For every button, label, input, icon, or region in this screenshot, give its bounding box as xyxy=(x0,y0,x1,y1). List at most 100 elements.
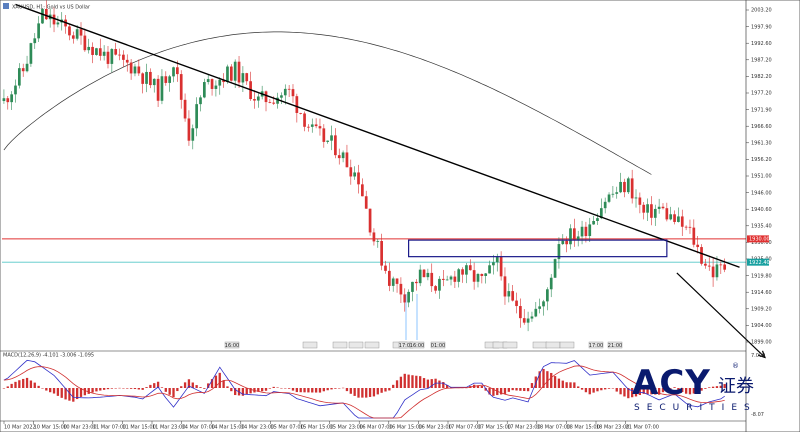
candle-1 xyxy=(6,95,10,110)
candle-18 xyxy=(71,31,75,44)
macd-axis-top: 7.009 xyxy=(751,353,765,359)
macd-hist-129 xyxy=(499,388,503,395)
time-tag-box-0 xyxy=(224,341,240,349)
macd-hist-87 xyxy=(338,388,341,389)
macd-hist-0 xyxy=(2,388,6,389)
candle-body xyxy=(2,98,6,101)
price-tick-label-13: 1935.40 xyxy=(751,224,772,230)
macd-hist-42 xyxy=(164,388,167,392)
macd-hist-30 xyxy=(118,387,121,389)
macd-hist-106 xyxy=(411,375,414,388)
time-tick-label-10: 15 Mar 15:00 xyxy=(300,425,333,431)
macd-hist-86 xyxy=(334,388,337,389)
candle-69 xyxy=(268,98,272,104)
candle-body xyxy=(546,289,549,302)
candle-48 xyxy=(187,110,191,146)
candle-body xyxy=(599,208,603,219)
candle-99 xyxy=(384,260,387,274)
candle-body xyxy=(71,35,75,39)
candle-148 xyxy=(572,218,576,247)
candle-body xyxy=(542,301,545,307)
candle-body xyxy=(642,204,646,213)
candle-37 xyxy=(145,63,148,93)
macd-hist-13 xyxy=(52,388,56,394)
candle-31 xyxy=(122,50,125,67)
time-tick-label-12: 16 Mar 07:00 xyxy=(359,425,392,431)
candle-body xyxy=(91,46,94,55)
macd-hist-24 xyxy=(95,388,98,392)
macd-hist-177 xyxy=(684,388,688,394)
logo-registered-mark: ® xyxy=(732,362,739,370)
candle-151 xyxy=(584,221,588,243)
candle-body xyxy=(661,206,665,209)
macd-hist-25 xyxy=(99,388,102,391)
macd-hist-15 xyxy=(60,388,63,398)
time-tick-label-9: 15 Mar 07:00 xyxy=(270,425,303,431)
macd-hist-58 xyxy=(226,386,229,388)
candle-73 xyxy=(283,84,287,105)
candle-63 xyxy=(245,72,249,85)
candle-body xyxy=(700,247,703,264)
macd-hist-178 xyxy=(688,388,692,395)
candle-body xyxy=(79,29,83,36)
macd-hist-26 xyxy=(102,388,106,390)
macd-hist-126 xyxy=(488,388,491,395)
candle-body xyxy=(603,201,607,209)
candle-163 xyxy=(630,169,634,204)
macd-hist-142 xyxy=(550,372,553,388)
time-tag-box-15 xyxy=(588,341,604,349)
candle-body xyxy=(522,318,526,323)
candle-93 xyxy=(361,178,364,197)
time-tag-box-11 xyxy=(502,341,518,349)
time-tick-label-13: 16 Mar 15:00 xyxy=(389,425,422,431)
candle-body xyxy=(133,66,137,74)
time-tag-8: 01:00 xyxy=(431,343,445,349)
macd-hist-45 xyxy=(176,388,179,392)
candle-body xyxy=(530,316,534,319)
candle-65 xyxy=(253,90,256,109)
candle-body xyxy=(206,79,210,83)
candle-body xyxy=(56,22,60,25)
candle-14 xyxy=(56,15,60,28)
macd-hist-18 xyxy=(72,388,75,402)
candle-95 xyxy=(368,208,372,236)
macd-hist-93 xyxy=(361,388,364,398)
price-tick-label-20: 1899.00 xyxy=(751,340,772,346)
candle-body xyxy=(318,126,322,129)
candle-156 xyxy=(603,197,607,214)
candle-117 xyxy=(453,270,457,289)
macd-hist-175 xyxy=(677,388,680,390)
time-tick-label-19: 18 Mar 15:00 xyxy=(566,425,599,431)
candle-185 xyxy=(715,256,719,281)
candle-body xyxy=(673,214,676,222)
macd-hist-174 xyxy=(673,387,676,388)
candle-body xyxy=(149,71,152,86)
candle-13 xyxy=(52,7,56,33)
candle-108 xyxy=(418,264,422,287)
candle-51 xyxy=(199,95,202,112)
candle-body xyxy=(704,263,707,266)
candle-body xyxy=(357,172,360,185)
price-tick-label-12: 1940.60 xyxy=(751,207,772,213)
macd-hist-141 xyxy=(546,371,549,388)
candle-58 xyxy=(226,64,229,84)
candle-30 xyxy=(118,48,121,61)
macd-hist-156 xyxy=(604,388,607,390)
candle-186 xyxy=(719,261,723,274)
candle-body xyxy=(122,54,125,60)
time-tag-box-8 xyxy=(430,341,446,349)
macd-hist-56 xyxy=(218,372,221,388)
macd-hist-144 xyxy=(557,378,561,388)
macd-hist-21 xyxy=(83,388,87,396)
candle-26 xyxy=(102,45,106,61)
candle-176 xyxy=(680,209,684,237)
candle-180 xyxy=(696,235,700,254)
candle-75 xyxy=(291,84,295,103)
macd-hist-33 xyxy=(129,388,133,389)
logo-acy-text: ACY xyxy=(632,363,711,403)
candle-166 xyxy=(642,202,646,220)
macd-hist-4 xyxy=(18,380,21,388)
candle-body xyxy=(98,48,102,56)
macd-hist-22 xyxy=(87,388,90,394)
macd-hist-136 xyxy=(526,388,530,392)
